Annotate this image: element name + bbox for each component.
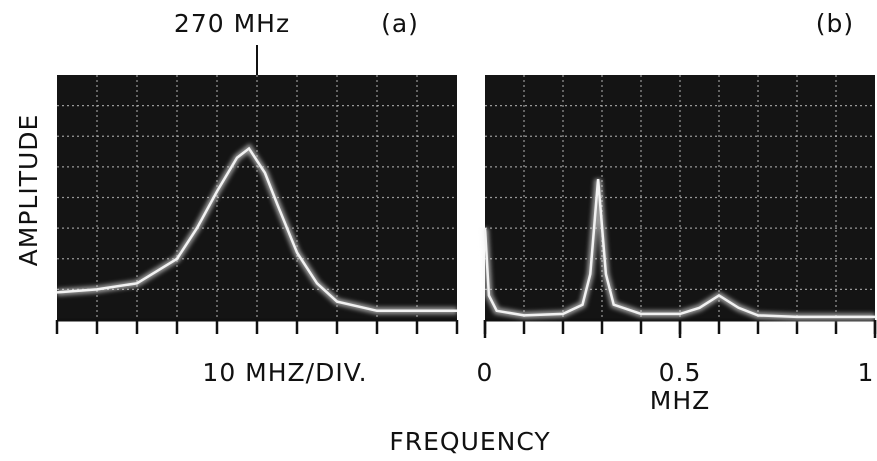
x-scale-label: 10 MHZ/DIV. xyxy=(202,358,367,387)
x-unit-label: MHZ xyxy=(650,386,711,415)
x-tick-label: 0 xyxy=(477,358,494,387)
panel-label: (b) xyxy=(816,9,854,38)
y-axis-label: AMPLITUDE xyxy=(14,114,43,267)
trace xyxy=(483,178,875,319)
x-axis-label: FREQUENCY xyxy=(389,427,550,456)
annotation-label: 270 MHz xyxy=(174,9,290,38)
panel-label: (a) xyxy=(381,9,419,38)
trace xyxy=(56,146,457,313)
x-tick-label: 0.5 xyxy=(659,358,702,387)
x-tick-label: 1 xyxy=(858,358,875,387)
